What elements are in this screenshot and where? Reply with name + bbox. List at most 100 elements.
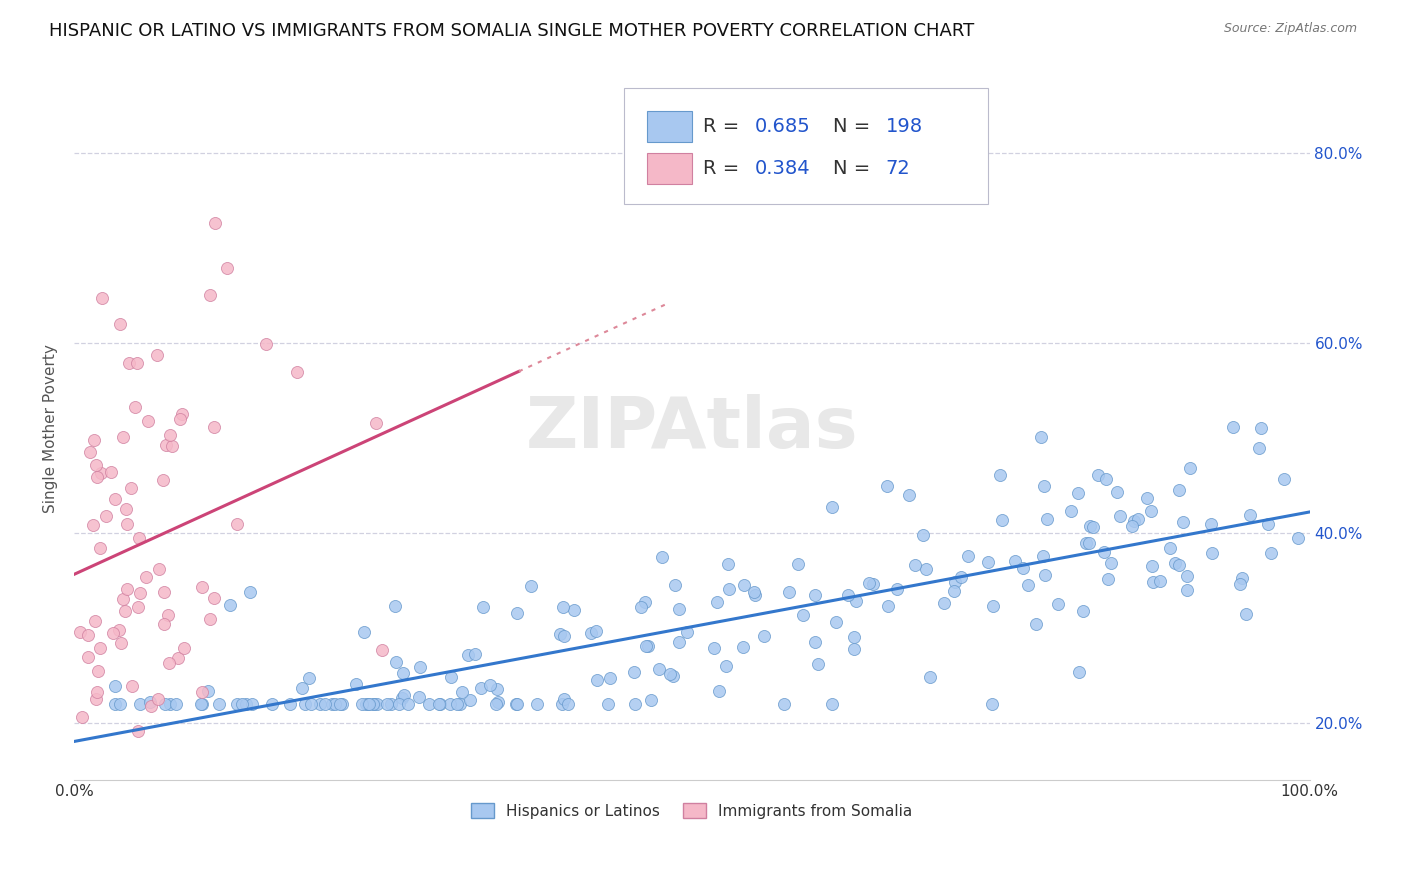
Point — [366, 416, 388, 430]
Point — [876, 479, 898, 493]
Point — [1250, 421, 1272, 435]
Point — [912, 528, 935, 542]
Point — [1069, 665, 1091, 679]
Point — [717, 558, 740, 572]
Point — [845, 593, 868, 607]
Point — [94, 508, 117, 523]
Point — [1175, 569, 1198, 583]
Point — [159, 697, 181, 711]
Point — [225, 697, 247, 711]
Point — [787, 557, 810, 571]
Point — [135, 570, 157, 584]
Point — [1272, 472, 1295, 486]
Point — [950, 570, 973, 584]
Point — [361, 697, 384, 711]
Point — [1077, 536, 1099, 550]
Point — [190, 580, 212, 594]
Point — [115, 582, 138, 596]
Point — [624, 697, 647, 711]
Point — [1257, 517, 1279, 532]
Point — [198, 288, 221, 302]
Point — [83, 433, 105, 447]
Text: 72: 72 — [886, 159, 911, 178]
Point — [148, 562, 170, 576]
Point — [409, 659, 432, 673]
Text: R =: R = — [703, 159, 745, 178]
Point — [1167, 483, 1189, 497]
Text: HISPANIC OR LATINO VS IMMIGRANTS FROM SOMALIA SINGLE MOTHER POVERTY CORRELATION : HISPANIC OR LATINO VS IMMIGRANTS FROM SO… — [49, 22, 974, 40]
Point — [733, 578, 755, 592]
Point — [427, 697, 450, 711]
Point — [553, 629, 575, 643]
FancyBboxPatch shape — [624, 88, 988, 204]
Point — [1171, 516, 1194, 530]
Point — [1033, 568, 1056, 582]
Point — [1087, 468, 1109, 483]
Point — [1029, 430, 1052, 444]
Point — [803, 588, 825, 602]
Text: N =: N = — [832, 159, 876, 178]
Point — [208, 697, 231, 711]
Point — [146, 692, 169, 706]
Point — [260, 697, 283, 711]
Point — [486, 695, 509, 709]
Point — [1149, 574, 1171, 589]
Point — [118, 356, 141, 370]
Point — [190, 697, 212, 711]
Point — [329, 697, 352, 711]
Point — [84, 614, 107, 628]
Point — [1092, 545, 1115, 559]
Point — [359, 697, 381, 711]
Point — [82, 518, 104, 533]
Point — [943, 575, 966, 590]
Point — [1199, 516, 1222, 531]
Point — [111, 592, 134, 607]
Point — [79, 444, 101, 458]
Point — [1229, 577, 1251, 591]
Point — [392, 688, 415, 702]
Point — [1033, 479, 1056, 493]
Point — [167, 650, 190, 665]
Point — [110, 635, 132, 649]
Point — [548, 627, 571, 641]
Point — [585, 624, 607, 639]
Point — [353, 625, 375, 640]
Point — [956, 549, 979, 563]
Point — [1071, 604, 1094, 618]
Point — [804, 635, 827, 649]
Point — [117, 516, 139, 531]
Point — [551, 697, 574, 711]
Text: R =: R = — [703, 117, 745, 136]
Point — [396, 697, 419, 711]
Point — [219, 598, 242, 612]
Point — [112, 430, 135, 444]
Point — [446, 697, 468, 711]
Point — [108, 317, 131, 331]
Point — [138, 695, 160, 709]
Point — [451, 685, 474, 699]
Point — [120, 481, 142, 495]
Point — [103, 626, 125, 640]
Point — [648, 662, 671, 676]
Point — [1047, 597, 1070, 611]
Point — [1168, 558, 1191, 573]
Point — [1260, 546, 1282, 560]
Point — [104, 697, 127, 711]
Point — [637, 640, 659, 654]
Point — [439, 697, 461, 711]
Point — [778, 585, 800, 599]
Legend: Hispanics or Latinos, Immigrants from Somalia: Hispanics or Latinos, Immigrants from So… — [465, 797, 918, 824]
Point — [471, 600, 494, 615]
Point — [429, 697, 451, 711]
Point — [658, 667, 681, 681]
Point — [370, 643, 392, 657]
Point — [104, 680, 127, 694]
Point — [599, 671, 621, 685]
Point — [104, 492, 127, 507]
Point — [202, 420, 225, 434]
Point — [506, 606, 529, 620]
Point — [668, 602, 690, 616]
Point — [202, 591, 225, 605]
Point — [89, 541, 111, 556]
Point — [596, 697, 619, 711]
